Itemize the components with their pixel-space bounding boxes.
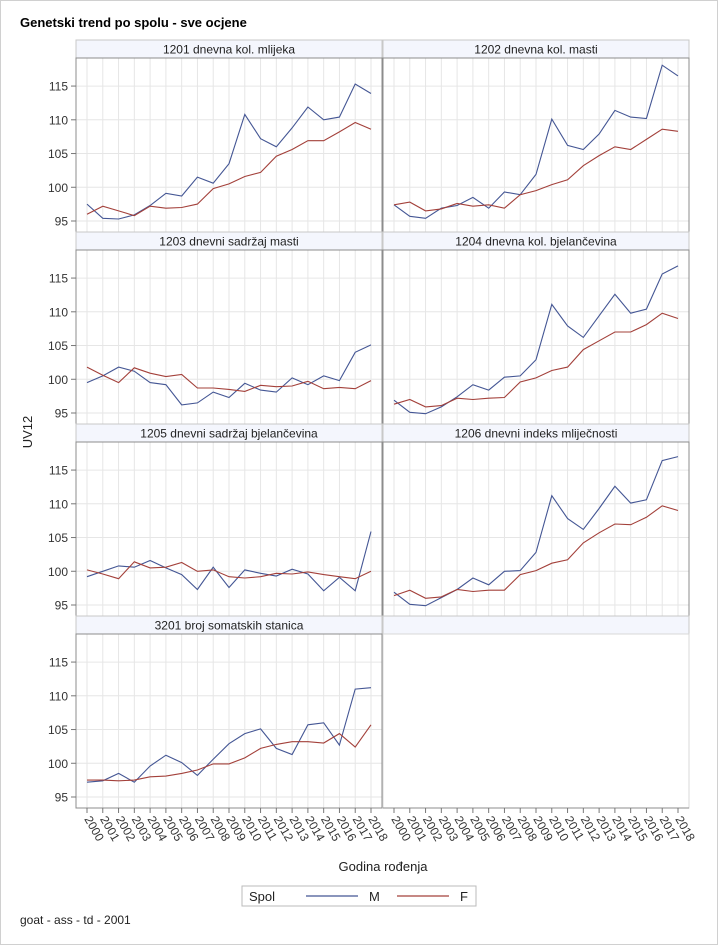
y-tick-label: 115 [49, 464, 68, 478]
panel-plot-frame-empty [382, 633, 690, 809]
y-tick-label: 105 [48, 531, 68, 545]
y-tick-label: 115 [49, 272, 68, 286]
y-tick-label: 100 [48, 757, 68, 771]
y-tick-label: 115 [49, 80, 68, 94]
panel-title: 1202 dnevna kol. masti [474, 43, 597, 57]
legend-label-F: F [460, 889, 468, 904]
y-tick-label: 95 [55, 407, 69, 421]
panel-title: 1205 dnevni sadržaj bjelančevina [140, 427, 318, 441]
y-tick-label: 110 [49, 113, 68, 127]
y-tick-label: 105 [48, 339, 68, 353]
panel-title: 1201 dnevna kol. mlijeka [163, 43, 295, 57]
series-line-F [87, 724, 372, 782]
series-line-F [393, 312, 679, 408]
series-line-M [393, 265, 679, 415]
panel-title: 1204 dnevna kol. bjelančevina [455, 235, 617, 249]
y-tick-label: 105 [48, 723, 68, 737]
panel-header [382, 615, 690, 635]
panel-title: 1203 dnevni sadržaj masti [159, 235, 298, 249]
series-line-F [86, 366, 372, 392]
series-line-M [86, 83, 372, 220]
series-line-F [86, 561, 372, 580]
y-tick-label: 105 [48, 147, 68, 161]
panel-title: 1206 dnevni indeks mliječnosti [455, 427, 618, 441]
y-tick-label: 100 [48, 565, 68, 579]
y-tick-label: 110 [49, 305, 68, 319]
y-tick-label: 110 [49, 689, 68, 703]
footnote: goat - ass - td - 2001 [20, 913, 131, 927]
series-line-M [393, 64, 679, 219]
y-tick-label: 95 [55, 791, 69, 805]
series-line-F [86, 121, 372, 217]
y-tick-label: 110 [49, 497, 68, 511]
chart-title: Genetski trend po spolu - sve ocjene [20, 15, 247, 30]
y-tick-label: 95 [55, 215, 69, 229]
y-tick-label: 100 [48, 373, 68, 387]
series-line-F [393, 128, 679, 212]
y-tick-label: 115 [49, 656, 68, 670]
series-line-M [86, 531, 372, 592]
series-line-M [86, 344, 372, 406]
legend-title: Spol [249, 889, 275, 904]
y-axis-label: UV12 [20, 416, 35, 449]
y-tick-label: 95 [55, 599, 69, 613]
panel-title: 3201 broj somatskih stanica [155, 619, 304, 633]
x-axis-label: Godina rođenja [339, 859, 429, 874]
legend-box [241, 885, 477, 907]
series-line-M [86, 687, 372, 783]
series-line-M [393, 456, 679, 607]
legend-label-M: M [369, 889, 380, 904]
y-tick-label: 100 [48, 181, 68, 195]
series-line-F [393, 505, 679, 599]
